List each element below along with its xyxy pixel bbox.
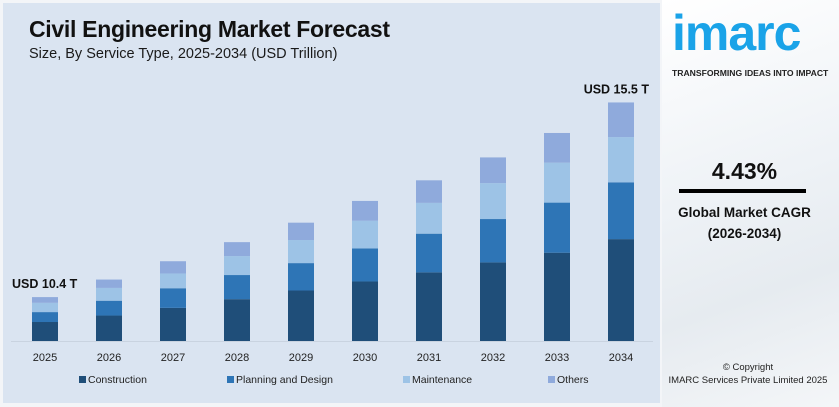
cagr-period: (2026-2034) [707, 226, 782, 241]
x-tick-label: 2034 [609, 352, 633, 364]
legend-label: Construction [88, 374, 147, 386]
legend-swatch-construction [79, 376, 86, 383]
total-annotation: USD 15.5 T [584, 82, 650, 96]
bar-others-2028 [224, 242, 250, 257]
bar-planning-and-design-2031 [416, 233, 442, 273]
bar-planning-and-design-2030 [352, 248, 378, 282]
bar-others-2034 [608, 102, 634, 138]
bar-maintenance-2028 [224, 256, 250, 276]
bar-construction-2027 [160, 307, 186, 341]
bar-maintenance-2026 [96, 287, 122, 301]
x-tick-label: 2032 [481, 352, 505, 364]
x-tick-label: 2028 [225, 352, 249, 364]
x-tick-label: 2027 [161, 352, 185, 364]
stacked-bar-chart: 2025 USD 10.4 T 2026 2027 2028 2029 2030 2031 20… [11, 82, 653, 386]
cagr-value: 4.43% [711, 158, 778, 184]
legend-swatch-planning-and-design [227, 376, 234, 383]
legend-label: Others [557, 374, 589, 386]
x-tick-label: 2031 [417, 352, 441, 364]
legend-swatch-maintenance [403, 376, 410, 383]
bar-planning-and-design-2033 [544, 202, 570, 253]
copyright: © Copyright IMARC Services Private Limit… [662, 361, 834, 387]
x-tick-label: 2030 [353, 352, 377, 364]
bar-maintenance-2027 [160, 273, 186, 289]
bar-maintenance-2030 [352, 220, 378, 249]
legend-label: Maintenance [412, 374, 472, 386]
bar-construction-2032 [480, 262, 506, 341]
bar-others-2027 [160, 261, 186, 274]
bar-construction-2026 [96, 315, 122, 341]
bar-planning-and-design-2025 [32, 312, 58, 323]
bar-maintenance-2031 [416, 202, 442, 234]
bar-others-2030 [352, 200, 378, 221]
bar-maintenance-2034 [608, 137, 634, 183]
bar-others-2025 [32, 297, 58, 303]
bar-construction-2028 [224, 299, 250, 341]
bar-planning-and-design-2027 [160, 288, 186, 308]
bar-construction-2031 [416, 272, 442, 341]
legend-label: Planning and Design [236, 374, 333, 386]
copyright-text: © Copyright [722, 362, 774, 373]
bar-maintenance-2032 [480, 183, 506, 220]
bar-maintenance-2029 [288, 240, 314, 264]
bar-others-2033 [544, 132, 570, 163]
company-name: IMARC Services Private Limited 2025 [668, 375, 828, 386]
x-tick-label: 2026 [97, 352, 121, 364]
bar-planning-and-design-2029 [288, 263, 314, 291]
bar-maintenance-2033 [544, 162, 570, 203]
legend-swatch-others [548, 376, 555, 383]
x-tick-label: 2029 [289, 352, 313, 364]
imarc-logo: imarc [672, 5, 801, 61]
divider [679, 189, 806, 193]
bar-construction-2025 [32, 322, 58, 341]
bar-others-2031 [416, 180, 442, 203]
info-sidebar: imarc TRANSFORMING IDEAS INTO IMPACT 4.4… [662, 0, 839, 407]
logo-tagline: TRANSFORMING IDEAS INTO IMPACT [672, 68, 829, 78]
bar-construction-2029 [288, 290, 314, 341]
x-tick-label: 2033 [545, 352, 569, 364]
bar-others-2032 [480, 157, 506, 184]
cagr-label-text: Global Market CAGR [678, 205, 811, 220]
chart-panel: Civil Engineering Market Forecast Size, … [3, 3, 660, 403]
bar-others-2026 [96, 279, 122, 288]
chart-title: Civil Engineering Market Forecast [29, 16, 390, 42]
bar-maintenance-2025 [32, 302, 58, 313]
bar-construction-2030 [352, 281, 378, 341]
bar-planning-and-design-2034 [608, 182, 634, 240]
chart-subtitle: Size, By Service Type, 2025-2034 (USD Tr… [29, 46, 338, 62]
bar-others-2029 [288, 222, 314, 241]
bar-planning-and-design-2032 [480, 219, 506, 263]
bar-construction-2033 [544, 252, 570, 341]
x-tick-label: 2025 [33, 352, 57, 364]
bar-planning-and-design-2028 [224, 275, 250, 300]
bar-planning-and-design-2026 [96, 300, 122, 316]
cagr-label: Global Market CAGR (2026-2034) [662, 202, 827, 244]
bar-construction-2034 [608, 239, 634, 341]
total-annotation: USD 10.4 T [12, 277, 78, 291]
